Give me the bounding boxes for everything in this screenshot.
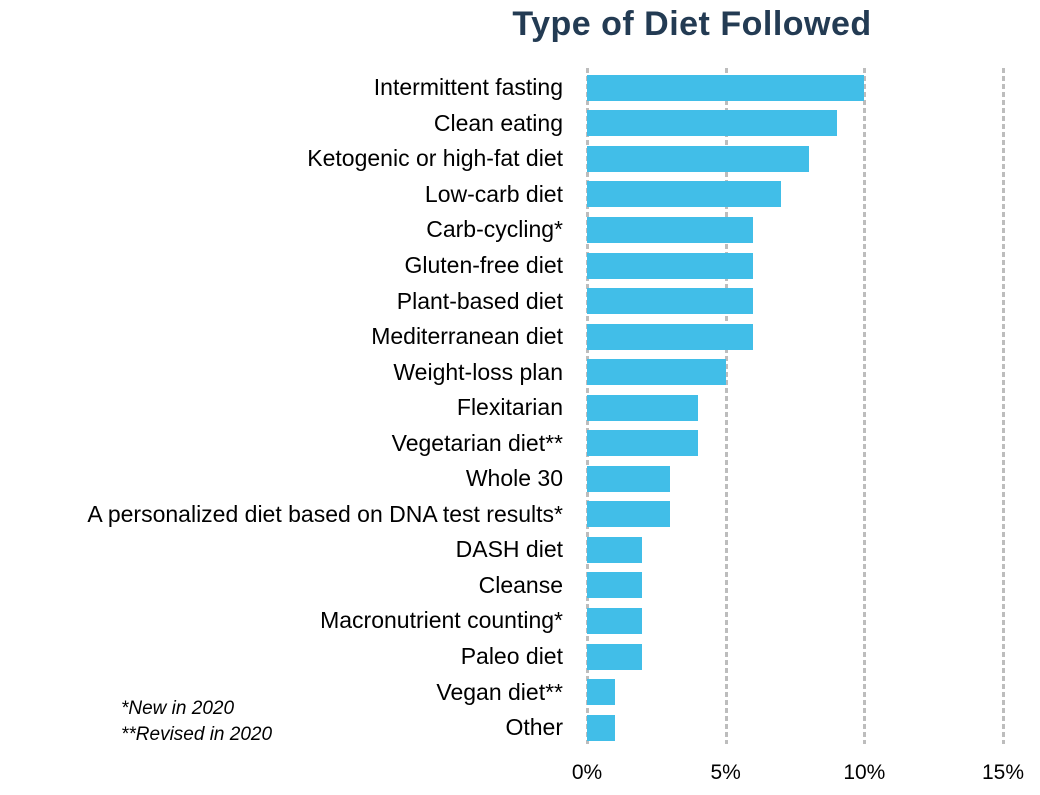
bar (587, 110, 837, 137)
bar (587, 536, 643, 563)
category-label: Low-carb diet (424, 180, 563, 207)
gridline (1002, 68, 1005, 744)
category-label: Mediterranean diet (371, 323, 563, 350)
bar-rows: Intermittent fasting Clean eating Ketoge… (0, 70, 1040, 745)
category-label: Cleanse (478, 571, 563, 598)
bar (587, 607, 643, 634)
chart-row: Low-carb diet (0, 177, 1040, 213)
chart-row: Clean eating (0, 106, 1040, 142)
chart-row: Macronutrient counting* (0, 603, 1040, 639)
chart-row: Other (0, 710, 1040, 746)
chart-row: Vegetarian diet** (0, 425, 1040, 461)
chart-row: Cleanse (0, 568, 1040, 604)
footnotes: *New in 2020 **Revised in 2020 (121, 696, 272, 748)
category-label: Ketogenic or high-fat diet (307, 145, 563, 172)
category-label: Clean eating (433, 109, 563, 136)
category-label: Vegan diet** (436, 678, 563, 705)
bar (587, 501, 671, 528)
chart-row: Whole 30 (0, 461, 1040, 497)
bar (587, 74, 865, 101)
x-tick-label: 5% (710, 761, 741, 784)
x-axis: 0% 5% 10% 15% (572, 761, 1024, 791)
category-label: Paleo diet (460, 643, 563, 670)
category-label: Carb-cycling* (426, 216, 563, 243)
chart-row: Vegan diet** (0, 674, 1040, 710)
category-label: Intermittent fasting (373, 74, 563, 101)
gridline (724, 68, 728, 744)
chart-row: DASH diet (0, 532, 1040, 568)
bar (587, 288, 754, 315)
category-label: Whole 30 (465, 465, 563, 492)
chart-row: Mediterranean diet (0, 319, 1040, 355)
chart-row: Paleo diet (0, 639, 1040, 675)
category-label: Other (505, 714, 563, 741)
x-tick-label: 15% (981, 761, 1025, 784)
chart-row: Gluten-free diet (0, 248, 1040, 284)
category-label: Vegetarian diet** (391, 429, 563, 456)
chart-row: Ketogenic or high-fat diet (0, 141, 1040, 177)
bar (587, 252, 754, 279)
bar (587, 643, 643, 670)
category-label: Macronutrient counting* (320, 607, 563, 634)
bar (587, 430, 698, 457)
footnote-revised: **Revised in 2020 (121, 724, 273, 745)
bar (587, 323, 754, 350)
category-label: Plant-based diet (396, 287, 563, 314)
footnote-new: *New in 2020 (121, 698, 235, 719)
chart-title: Type of Diet Followed (512, 5, 872, 43)
category-label: DASH diet (455, 536, 563, 563)
chart-row: Intermittent fasting (0, 70, 1040, 106)
chart-row: Plant-based diet (0, 283, 1040, 319)
category-label: Flexitarian (456, 394, 563, 421)
category-label: Gluten-free diet (404, 252, 563, 278)
category-label: Weight-loss plan (393, 358, 563, 385)
bar (587, 572, 643, 599)
gridline (863, 68, 867, 744)
bar (587, 359, 726, 386)
chart-row: Carb-cycling* (0, 212, 1040, 248)
bar (587, 145, 809, 172)
x-tick-label: 0% (571, 761, 603, 784)
bar (587, 679, 615, 706)
bar (587, 465, 671, 492)
chart-row: A personalized diet based on DNA test re… (0, 497, 1040, 533)
chart-row: Flexitarian (0, 390, 1040, 426)
category-label: A personalized diet based on DNA test re… (87, 500, 563, 527)
chart-row: Weight-loss plan (0, 354, 1040, 390)
bar (587, 216, 754, 243)
bar (587, 394, 698, 421)
bar (587, 714, 615, 741)
x-tick-label: 10% (843, 761, 886, 784)
bar (587, 181, 782, 208)
